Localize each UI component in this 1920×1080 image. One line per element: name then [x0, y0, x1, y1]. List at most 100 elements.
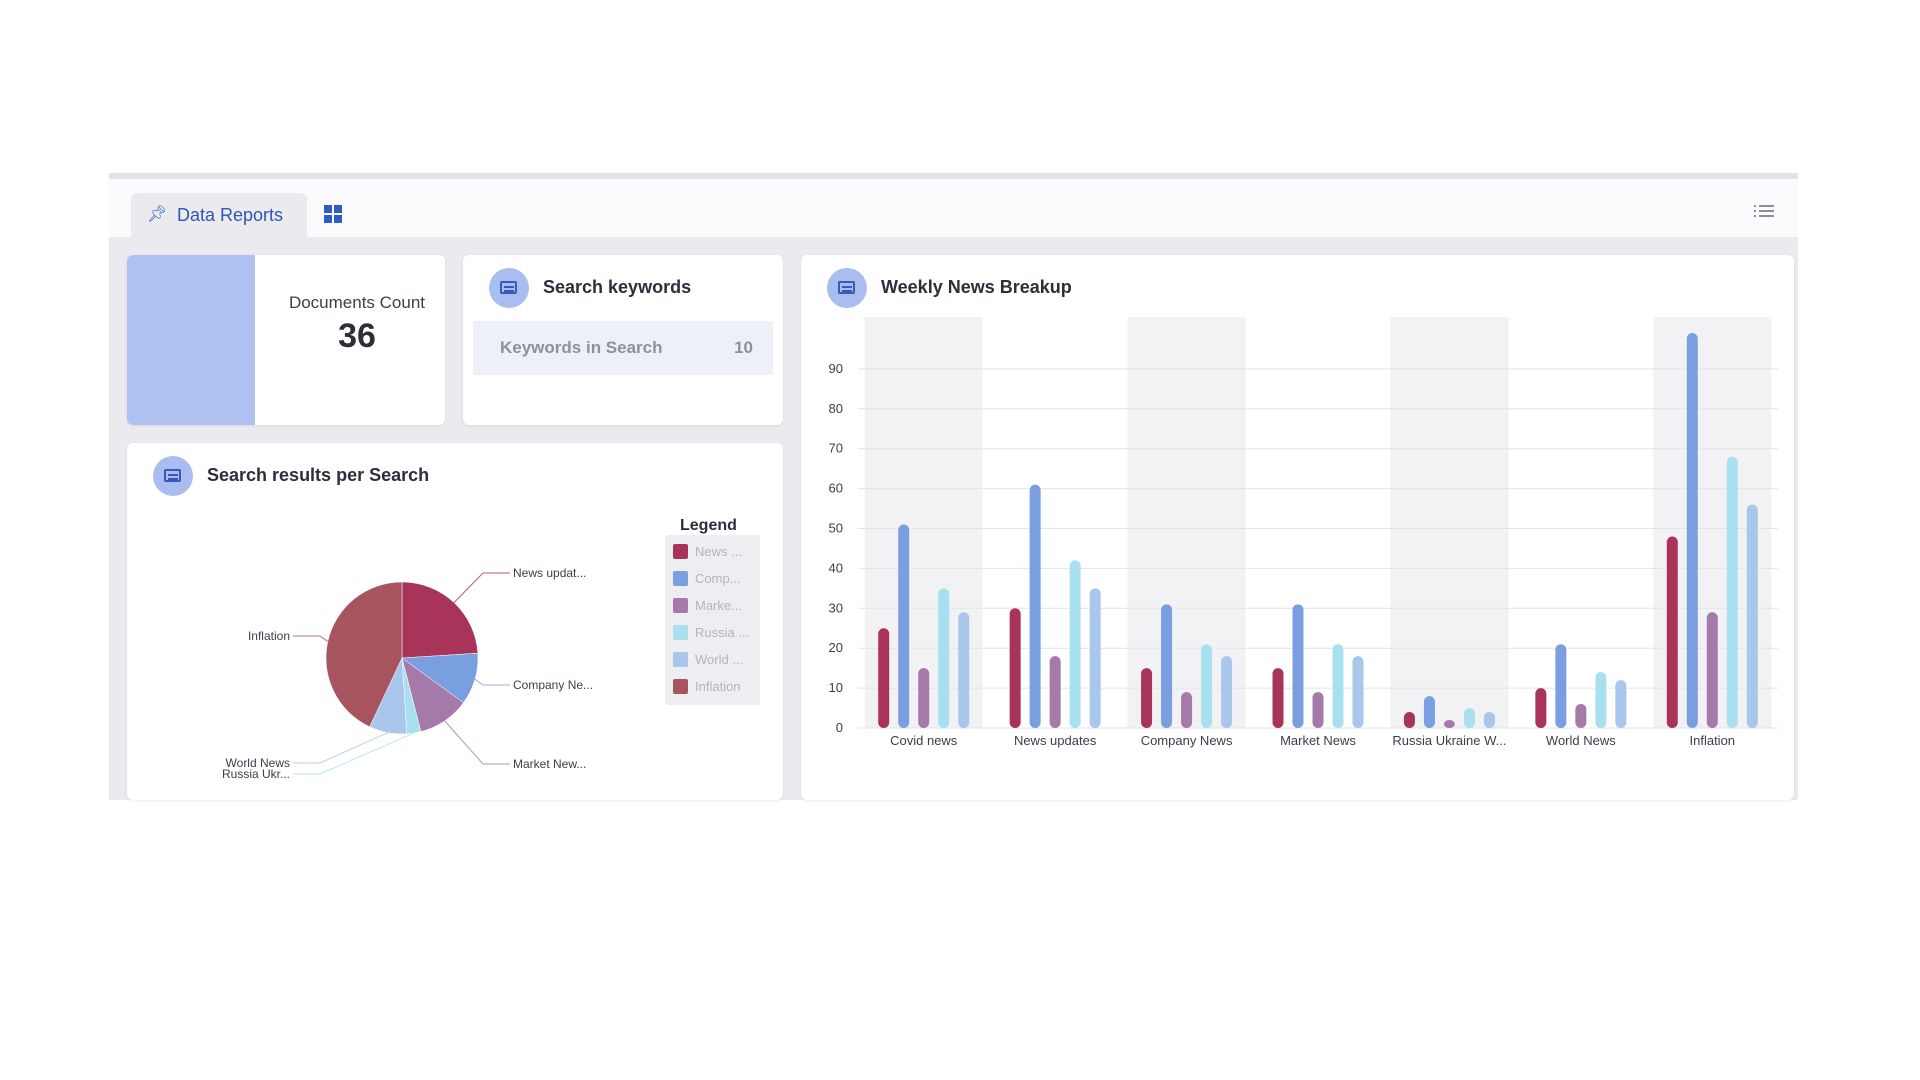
- bar[interactable]: [1726, 456, 1738, 728]
- bar[interactable]: [898, 524, 910, 728]
- bar[interactable]: [1272, 668, 1284, 728]
- keywords-row-label: Keywords in Search: [500, 338, 663, 357]
- legend-swatch: [673, 624, 688, 640]
- bar[interactable]: [1575, 704, 1587, 728]
- search-results-card: Search results per Search News updat... C…: [127, 443, 783, 800]
- legend-swatch: [673, 597, 688, 613]
- card-title: Search results per Search: [207, 465, 430, 485]
- bar[interactable]: [1535, 688, 1547, 728]
- pie-slice-label: Company Ne...: [513, 678, 593, 692]
- y-tick-label: 70: [829, 441, 843, 456]
- legend-item[interactable]: News ...: [673, 541, 742, 561]
- x-tick-label: Russia Ukraine W...: [1392, 733, 1506, 748]
- bar[interactable]: [1403, 712, 1415, 728]
- bar[interactable]: [1423, 696, 1435, 728]
- bar[interactable]: [1292, 604, 1304, 728]
- pie-slice[interactable]: [401, 581, 479, 659]
- grid-view-icon[interactable]: [324, 205, 342, 223]
- y-tick-label: 0: [836, 720, 843, 735]
- list-menu-icon[interactable]: [1754, 205, 1774, 221]
- bar[interactable]: [1746, 504, 1758, 728]
- legend-item[interactable]: Russia ...: [673, 622, 749, 642]
- bar[interactable]: [1141, 668, 1153, 728]
- pie-slice-label: Inflation: [248, 629, 290, 643]
- legend-label: Comp...: [695, 570, 741, 586]
- x-tick-label: News updates: [1014, 733, 1097, 748]
- x-tick-label: Company News: [1141, 733, 1233, 748]
- bar[interactable]: [1312, 692, 1324, 728]
- y-tick-label: 40: [829, 560, 843, 575]
- legend-label: Marke...: [695, 597, 742, 613]
- pie-slice-label: Russia Ukr...: [222, 767, 290, 781]
- legend-label: Russia ...: [695, 624, 750, 640]
- legend-item[interactable]: World ...: [673, 649, 743, 669]
- pie-leader-line: [453, 572, 510, 603]
- documents-count-card: Documents Count 36: [127, 255, 445, 425]
- legend-label: Inflation: [695, 678, 741, 694]
- bar[interactable]: [1686, 333, 1698, 728]
- bar[interactable]: [1706, 612, 1718, 728]
- pie-leader-line: [444, 720, 510, 765]
- bar[interactable]: [1161, 604, 1173, 728]
- keywords-row-value: 10: [734, 338, 753, 357]
- report-icon: [827, 268, 867, 308]
- legend-item[interactable]: Inflation: [673, 676, 741, 696]
- keywords-row[interactable]: Keywords in Search 10: [473, 321, 773, 375]
- bar[interactable]: [1009, 608, 1021, 728]
- bar[interactable]: [1483, 712, 1495, 728]
- bar[interactable]: [1666, 536, 1678, 728]
- pie-slice-label: World News: [226, 756, 290, 770]
- tab-label: Data Reports: [177, 204, 284, 225]
- pie-slice-label: News updat...: [513, 566, 586, 580]
- y-tick-label: 10: [829, 680, 843, 695]
- bar[interactable]: [1555, 644, 1567, 728]
- card-color-block: [127, 255, 255, 425]
- legend-item[interactable]: Marke...: [673, 595, 742, 615]
- search-keywords-card: Search keywords Keywords in Search 10: [463, 255, 783, 425]
- y-tick-label: 80: [829, 401, 843, 416]
- pie-leader-line: [293, 635, 329, 642]
- documents-count-label: Documents Count: [288, 293, 426, 312]
- tab-data-reports[interactable]: 📌︎ Data Reports: [131, 193, 307, 237]
- dashboard: 📌︎ Data Reports Documents Count 36 Searc…: [109, 173, 1798, 800]
- bar[interactable]: [1201, 644, 1213, 728]
- bar[interactable]: [1352, 656, 1364, 728]
- bar[interactable]: [1221, 656, 1233, 728]
- pie-chart: News updat... Company Ne... Market New... R…: [222, 566, 593, 781]
- card-title: Weekly News Breakup: [881, 277, 1072, 297]
- documents-count-value: 36: [338, 317, 376, 355]
- card-title: Search keywords: [543, 277, 692, 297]
- pin-icon: 📌︎: [147, 206, 168, 223]
- legend-item[interactable]: Comp...: [673, 568, 741, 588]
- y-tick-label: 90: [829, 361, 843, 376]
- pie-leader-line: [293, 732, 388, 764]
- bar[interactable]: [1332, 644, 1344, 728]
- y-tick-label: 50: [829, 521, 843, 536]
- tab-bar: 📌︎ Data Reports: [109, 179, 1798, 237]
- bar[interactable]: [1029, 484, 1041, 728]
- bar[interactable]: [1089, 588, 1101, 728]
- bar[interactable]: [1443, 720, 1455, 728]
- y-tick-label: 30: [829, 600, 843, 615]
- pie-slice[interactable]: [325, 581, 403, 728]
- bar[interactable]: [1595, 672, 1607, 728]
- bar[interactable]: [878, 628, 890, 728]
- legend-swatch: [673, 570, 688, 586]
- bar[interactable]: [958, 612, 970, 728]
- bar[interactable]: [1069, 560, 1081, 728]
- x-tick-label: World News: [1546, 733, 1616, 748]
- bar[interactable]: [1463, 708, 1475, 728]
- y-tick-label: 60: [829, 481, 843, 496]
- pie-leader-line: [474, 678, 510, 686]
- legend-swatch: [673, 678, 688, 694]
- weekly-news-card: Weekly News Breakup 0 10 20 30 40 50 60 70 80 90 C…: [801, 255, 1794, 800]
- bar[interactable]: [938, 588, 950, 728]
- top-divider: [109, 173, 1798, 179]
- category-band: [1390, 317, 1509, 728]
- bar[interactable]: [918, 668, 930, 728]
- bar[interactable]: [1181, 692, 1193, 728]
- bar[interactable]: [1615, 680, 1627, 728]
- x-tick-label: Covid news: [890, 733, 958, 748]
- pie-leader-line: [293, 732, 415, 775]
- bar[interactable]: [1049, 656, 1061, 728]
